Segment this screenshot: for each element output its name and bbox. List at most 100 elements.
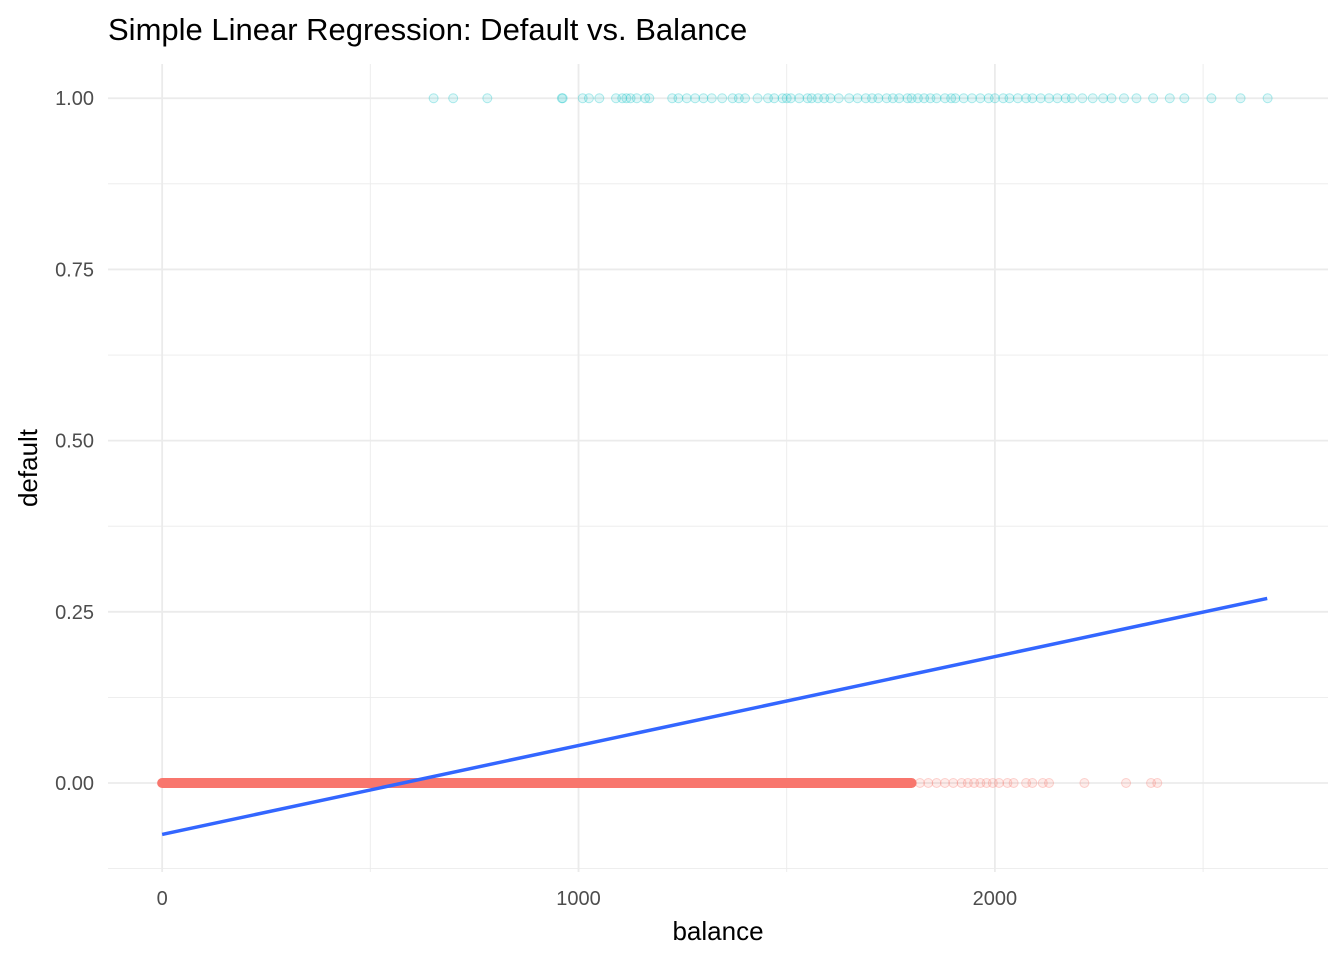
data-point-default-1 [1235, 93, 1246, 104]
data-point-default-1 [806, 93, 817, 104]
data-point-default-1 [1044, 93, 1055, 104]
data-point-default-1 [1052, 93, 1063, 104]
data-point-default-1 [1131, 93, 1142, 104]
data-point-default-1 [777, 93, 788, 104]
data-point-default-1 [825, 93, 836, 104]
data-point-default-1 [819, 93, 830, 104]
data-point-default-0 [969, 777, 980, 788]
data-point-default-1 [833, 93, 844, 104]
data-point-default-1 [1004, 93, 1015, 104]
data-point-default-1 [617, 93, 628, 104]
data-point-default-1 [781, 93, 792, 104]
data-point-default-1 [931, 93, 942, 104]
data-point-default-1 [1179, 93, 1190, 104]
x-tick-label: 1000 [556, 888, 601, 910]
data-point-default-1 [1206, 93, 1217, 104]
data-point-default-0 [1021, 777, 1032, 788]
x-axis-title: balance [672, 916, 763, 946]
data-point-default-1 [673, 93, 684, 104]
data-point-default-1 [428, 93, 439, 104]
regression-line [161, 596, 1268, 837]
data-point-default-0 [931, 777, 942, 788]
data-point-default-1 [1066, 93, 1077, 104]
data-point-default-0 [987, 777, 998, 788]
data-point-default-1 [1077, 93, 1088, 104]
data-point-default-1 [621, 93, 632, 104]
data-point-default-1 [577, 93, 588, 104]
grid-major [108, 64, 1328, 872]
data-point-default-0 [1002, 777, 1013, 788]
data-point-default-0 [1008, 777, 1019, 788]
y-tick-label: 0.50 [55, 431, 94, 453]
regression-line-group [161, 596, 1268, 837]
y-tick-labels: 0.00 0.25 0.50 0.75 1.00 [55, 88, 94, 795]
data-point-default-0 [1044, 777, 1055, 788]
data-point-default-1 [983, 93, 994, 104]
data-point-default-1 [1060, 93, 1071, 104]
points-default-yes [428, 93, 1273, 104]
data-point-default-1 [706, 93, 717, 104]
data-point-default-1 [881, 93, 892, 104]
data-point-default-0 [1121, 777, 1132, 788]
data-point-default-0 [914, 777, 925, 788]
data-point-default-1 [1098, 93, 1109, 104]
data-point-default-1 [769, 93, 780, 104]
data-point-default-1 [448, 93, 459, 104]
data-point-default-1 [1106, 93, 1117, 104]
data-point-default-1 [727, 93, 738, 104]
data-point-default-0 [1027, 777, 1038, 788]
data-point-default-1 [939, 93, 950, 104]
data-point-default-1 [1021, 93, 1032, 104]
data-point-default-1 [852, 93, 863, 104]
points-default-no [157, 777, 1163, 788]
data-point-default-0 [1152, 777, 1163, 788]
data-point-default-0 [994, 777, 1005, 788]
data-point-default-1 [989, 93, 1000, 104]
data-point-default-1 [887, 93, 898, 104]
data-point-default-1 [912, 93, 923, 104]
data-point-default-1 [631, 93, 642, 104]
data-point-default-1 [966, 93, 977, 104]
data-point-default-1 [1035, 93, 1046, 104]
data-point-default-0 [975, 777, 986, 788]
data-point-default-1 [625, 93, 636, 104]
data-point-default-1 [1164, 93, 1175, 104]
data-point-default-1 [733, 93, 744, 104]
chart-title: Simple Linear Regression: Default vs. Ba… [108, 12, 747, 47]
data-point-default-1 [644, 93, 655, 104]
x-tick-label: 2000 [973, 888, 1018, 910]
data-point-default-1 [785, 93, 796, 104]
data-point-default-0 [1037, 777, 1048, 788]
y-axis-title: default [13, 428, 43, 507]
data-point-default-1 [698, 93, 709, 104]
data-point-default-0 [981, 777, 992, 788]
data-point-default-1 [906, 93, 917, 104]
data-point-default-1 [1087, 93, 1098, 104]
x-tick-label: 0 [157, 888, 168, 910]
data-point-default-0 [956, 777, 967, 788]
y-tick-label: 0.00 [55, 773, 94, 795]
data-point-default-1 [690, 93, 701, 104]
data-point-default-1 [975, 93, 986, 104]
y-tick-label: 0.75 [55, 259, 94, 281]
data-point-default-1 [894, 93, 905, 104]
data-point-default-1 [812, 93, 823, 104]
data-point-default-1 [1148, 93, 1159, 104]
data-point-default-1 [794, 93, 805, 104]
data-point-default-1 [950, 93, 961, 104]
data-point-default-1 [1012, 93, 1023, 104]
data-point-default-1 [946, 93, 957, 104]
y-tick-label: 1.00 [55, 88, 94, 110]
data-point-default-1 [925, 93, 936, 104]
x-tick-labels: 0 1000 2000 [157, 888, 1018, 910]
data-point-default-1 [867, 93, 878, 104]
data-point-default-1 [717, 93, 728, 104]
data-point-default-1 [667, 93, 678, 104]
data-point-default-1 [681, 93, 692, 104]
data-point-default-1 [1262, 93, 1273, 104]
data-point-default-0 [948, 777, 959, 788]
data-point-default-1 [762, 93, 773, 104]
data-point-default-1 [752, 93, 763, 104]
data-point-default-1 [860, 93, 871, 104]
data-point-default-1 [919, 93, 930, 104]
